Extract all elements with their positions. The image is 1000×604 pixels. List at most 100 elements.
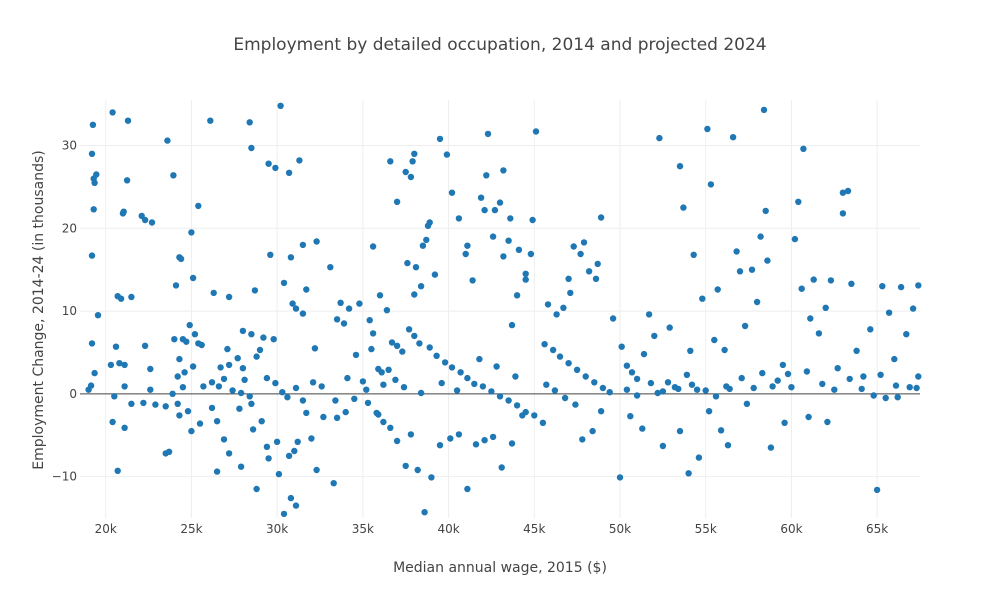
data-point[interactable]: [117, 295, 125, 302]
data-point[interactable]: [246, 393, 253, 400]
data-point[interactable]: [699, 295, 706, 302]
data-point[interactable]: [885, 309, 893, 316]
data-point[interactable]: [561, 394, 569, 402]
data-point[interactable]: [757, 233, 764, 240]
data-point[interactable]: [505, 237, 512, 244]
data-point[interactable]: [121, 424, 128, 431]
data-point[interactable]: [213, 468, 221, 475]
data-point[interactable]: [376, 292, 384, 299]
data-point[interactable]: [91, 369, 98, 377]
data-point[interactable]: [822, 304, 829, 311]
data-point[interactable]: [176, 412, 183, 419]
data-point[interactable]: [419, 242, 427, 249]
data-point[interactable]: [412, 264, 420, 271]
data-point[interactable]: [513, 402, 521, 409]
data-point[interactable]: [505, 397, 512, 404]
data-point[interactable]: [572, 401, 579, 408]
data-point[interactable]: [879, 283, 886, 290]
data-point[interactable]: [519, 412, 526, 419]
data-point[interactable]: [894, 394, 901, 401]
data-point[interactable]: [171, 336, 178, 343]
data-point[interactable]: [723, 383, 730, 390]
data-point[interactable]: [291, 447, 298, 455]
data-point[interactable]: [327, 264, 334, 271]
data-point[interactable]: [448, 364, 456, 371]
data-point[interactable]: [675, 385, 682, 393]
data-point[interactable]: [392, 376, 399, 383]
data-point[interactable]: [549, 346, 557, 354]
data-point[interactable]: [195, 202, 202, 210]
data-point[interactable]: [407, 431, 415, 438]
data-point[interactable]: [251, 287, 259, 294]
data-point[interactable]: [208, 379, 216, 386]
data-point[interactable]: [515, 246, 523, 253]
data-point[interactable]: [551, 387, 559, 394]
data-point[interactable]: [707, 181, 715, 188]
data-point[interactable]: [213, 418, 221, 425]
data-point[interactable]: [438, 379, 445, 387]
data-point[interactable]: [690, 251, 697, 258]
data-point[interactable]: [393, 342, 401, 349]
data-point[interactable]: [364, 399, 372, 407]
data-point[interactable]: [664, 379, 672, 386]
data-point[interactable]: [380, 418, 387, 426]
data-point[interactable]: [344, 374, 351, 382]
data-point[interactable]: [680, 204, 687, 211]
data-point[interactable]: [359, 378, 367, 385]
data-point[interactable]: [819, 380, 826, 388]
data-point[interactable]: [426, 344, 433, 351]
data-point[interactable]: [265, 455, 272, 462]
data-point[interactable]: [333, 316, 341, 323]
data-point[interactable]: [848, 280, 855, 287]
data-point[interactable]: [423, 236, 430, 244]
data-point[interactable]: [738, 374, 745, 382]
data-point[interactable]: [791, 235, 799, 243]
data-point[interactable]: [176, 355, 183, 363]
data-point[interactable]: [645, 311, 653, 318]
data-point[interactable]: [539, 419, 547, 426]
data-point[interactable]: [342, 408, 349, 416]
data-point[interactable]: [210, 289, 217, 297]
data-point[interactable]: [407, 173, 415, 181]
data-point[interactable]: [873, 486, 881, 494]
data-point[interactable]: [543, 381, 550, 388]
data-point[interactable]: [88, 150, 96, 157]
data-point[interactable]: [513, 292, 521, 299]
data-point[interactable]: [272, 164, 279, 172]
data-point[interactable]: [733, 248, 740, 255]
data-point[interactable]: [248, 400, 255, 407]
data-point[interactable]: [378, 369, 385, 376]
data-point[interactable]: [147, 386, 154, 393]
data-point[interactable]: [448, 189, 456, 196]
data-point[interactable]: [351, 395, 358, 402]
data-point[interactable]: [453, 387, 461, 394]
data-point[interactable]: [208, 404, 216, 412]
data-point[interactable]: [165, 448, 173, 455]
data-point[interactable]: [839, 210, 847, 217]
data-point[interactable]: [589, 427, 596, 435]
data-point[interactable]: [489, 433, 497, 441]
data-point[interactable]: [906, 384, 913, 391]
data-point[interactable]: [633, 392, 641, 399]
data-point[interactable]: [388, 339, 396, 346]
data-point[interactable]: [292, 305, 300, 312]
data-point[interactable]: [249, 426, 257, 433]
data-point[interactable]: [714, 286, 721, 293]
data-point[interactable]: [455, 431, 463, 438]
data-point[interactable]: [659, 442, 667, 450]
data-point[interactable]: [512, 373, 519, 380]
data-point[interactable]: [844, 187, 852, 195]
data-point[interactable]: [294, 438, 301, 445]
data-point[interactable]: [592, 275, 600, 282]
data-points-layer[interactable]: [85, 102, 922, 518]
data-point[interactable]: [88, 340, 96, 347]
data-point[interactable]: [181, 369, 188, 376]
data-point[interactable]: [169, 390, 176, 397]
data-point[interactable]: [724, 442, 732, 449]
data-point[interactable]: [741, 322, 749, 330]
data-point[interactable]: [373, 409, 380, 417]
data-point[interactable]: [426, 219, 433, 226]
data-point[interactable]: [366, 317, 373, 324]
data-point[interactable]: [196, 420, 204, 427]
data-point[interactable]: [500, 253, 507, 260]
